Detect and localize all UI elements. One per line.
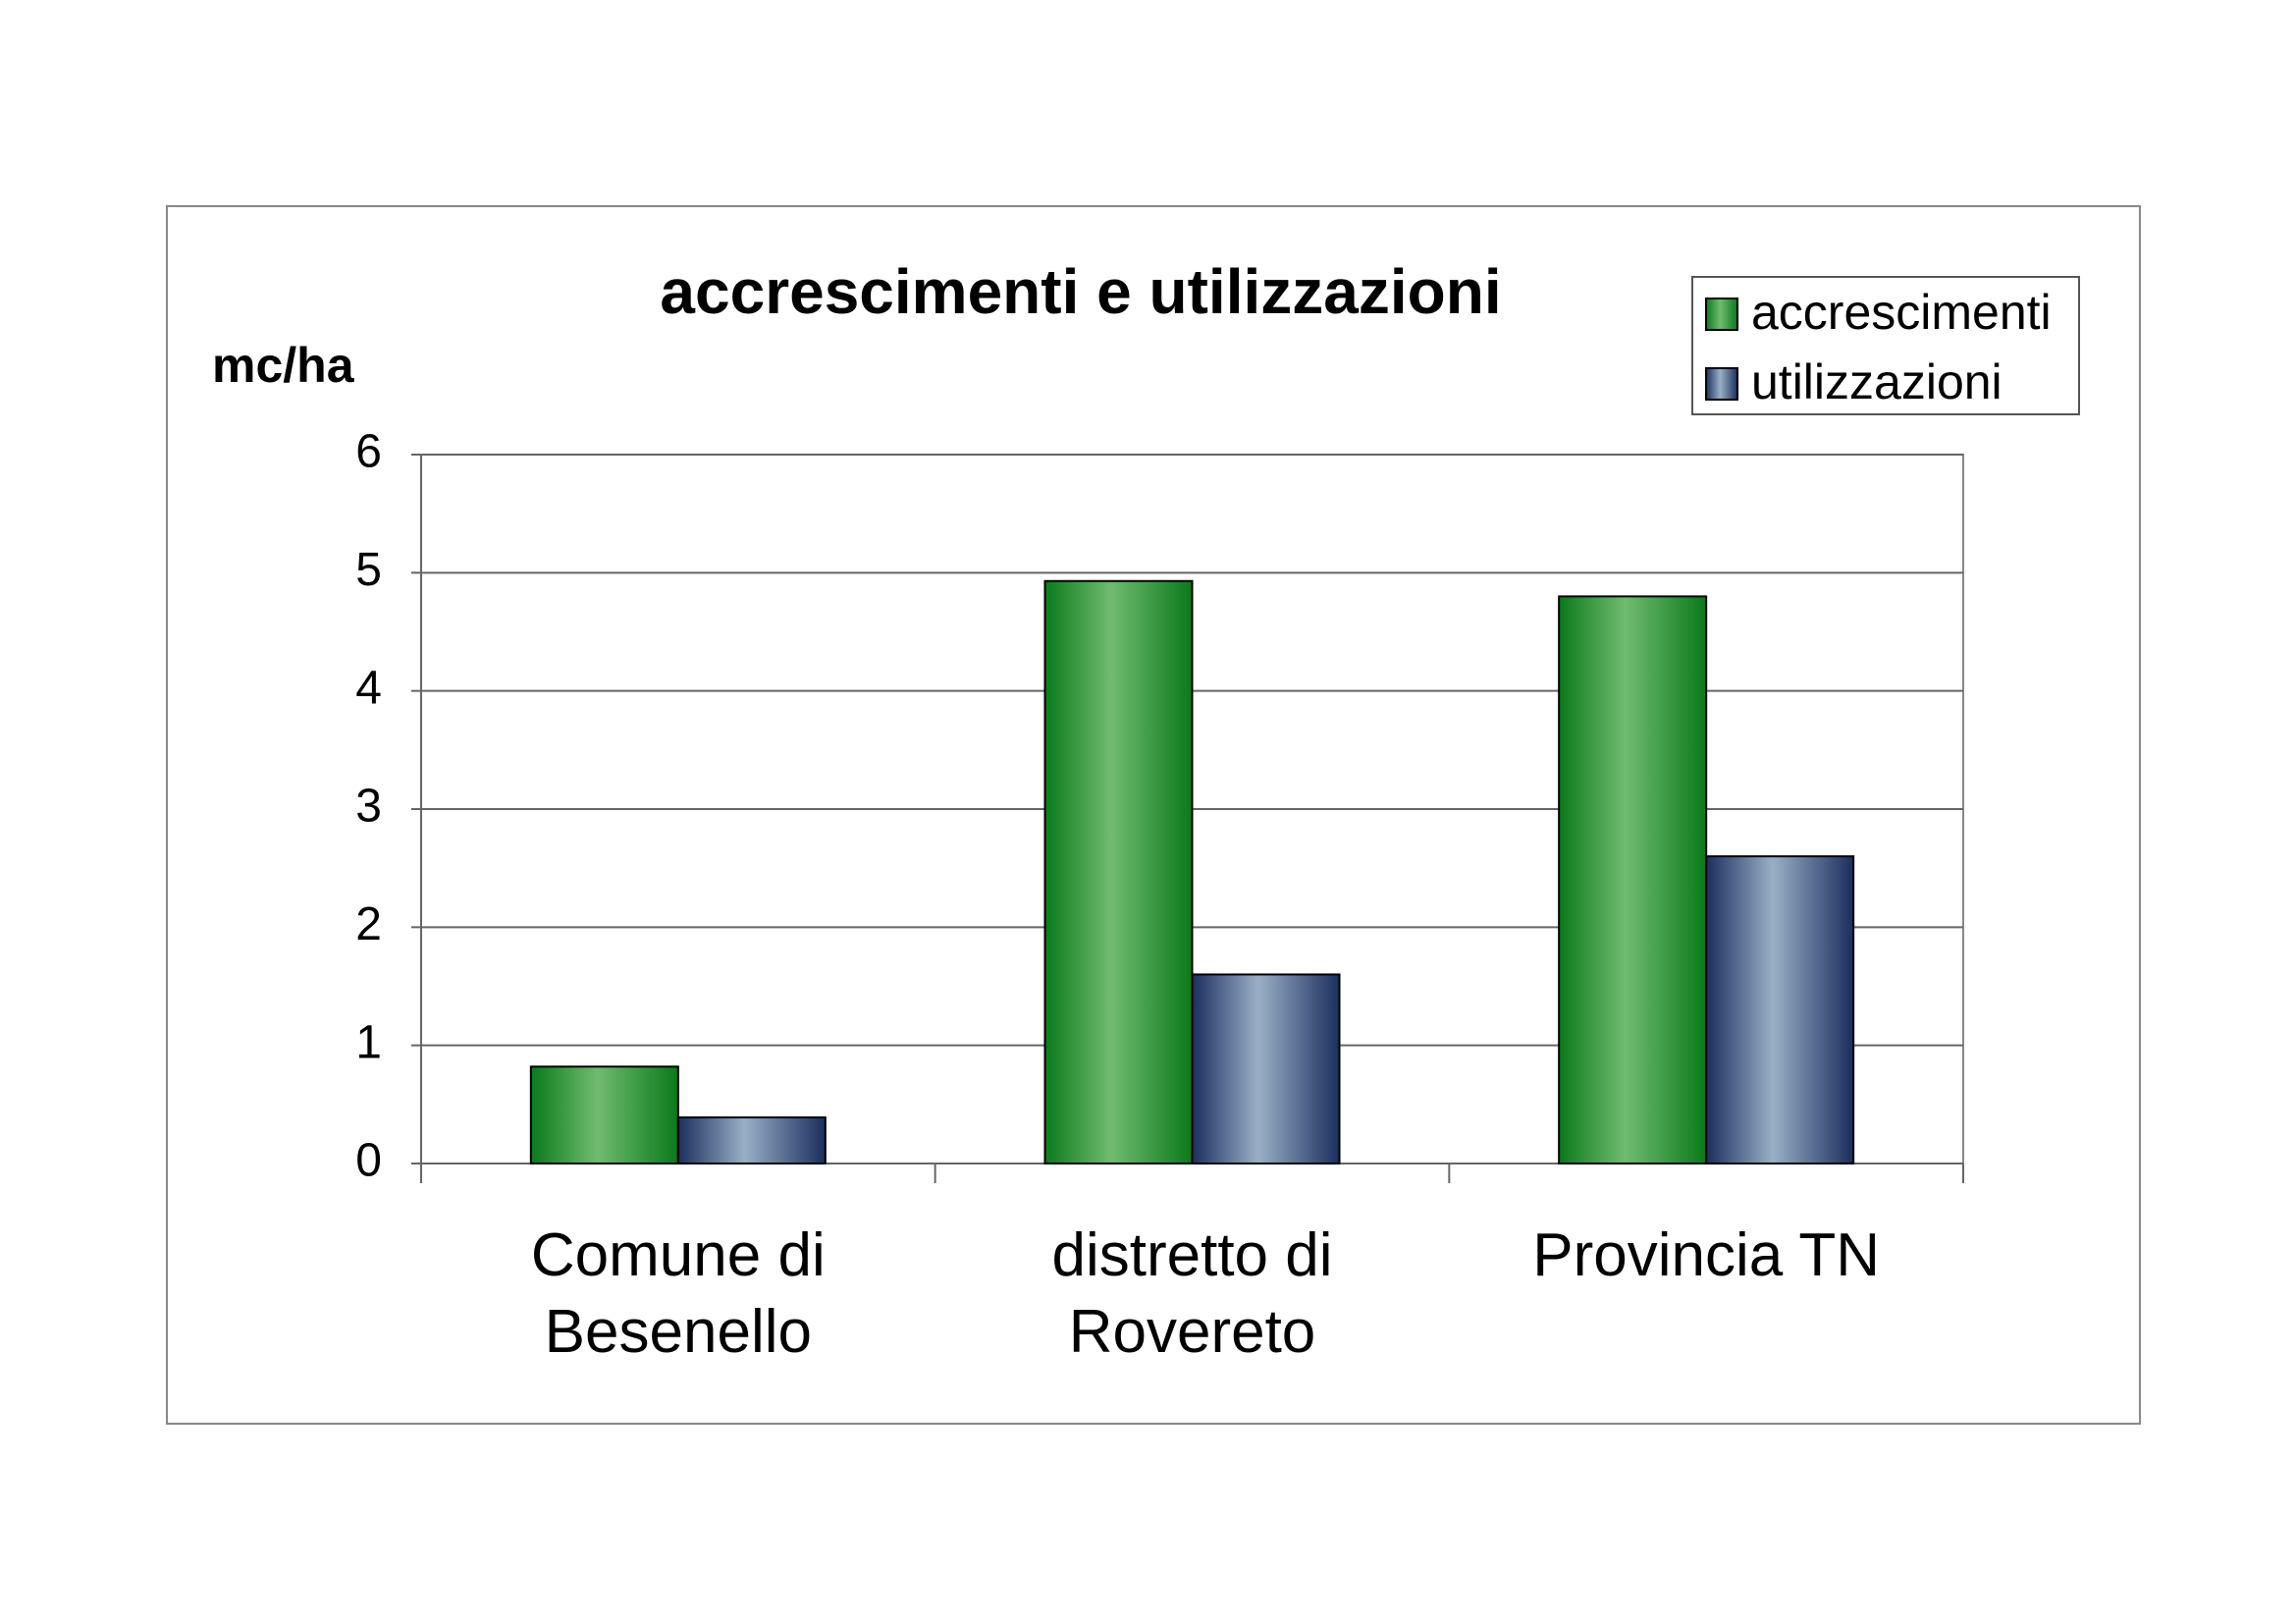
- y-tick-label: 6: [355, 426, 382, 478]
- legend-swatch: [1705, 367, 1738, 401]
- bar: [1191, 973, 1341, 1165]
- legend-swatch: [1705, 298, 1738, 331]
- y-tick-label: 3: [355, 781, 382, 833]
- bar: [1558, 595, 1708, 1164]
- y-tick-label: 5: [355, 544, 382, 596]
- y-tick-label: 2: [355, 898, 382, 950]
- y-tick-label: 0: [355, 1135, 382, 1187]
- bar: [676, 1116, 827, 1164]
- y-tick-label: 4: [355, 662, 382, 714]
- y-tick-label: 1: [355, 1016, 382, 1068]
- bar: [529, 1065, 679, 1164]
- x-tick-label: distretto di Rovereto: [1051, 1221, 1333, 1366]
- legend-label: utilizzazioni: [1751, 354, 2002, 409]
- bar: [1705, 855, 1855, 1165]
- y-axis-label: mc/ha: [212, 338, 355, 393]
- x-tick-label: Comune di Besenello: [530, 1221, 826, 1366]
- legend-label: accrescimenti: [1751, 285, 2052, 340]
- chart-title: accrescimenti e utilizzazioni: [660, 256, 1501, 327]
- x-tick-label: Provincia TN: [1532, 1221, 1881, 1289]
- legend-box: [1691, 276, 2080, 415]
- bar: [1043, 579, 1194, 1164]
